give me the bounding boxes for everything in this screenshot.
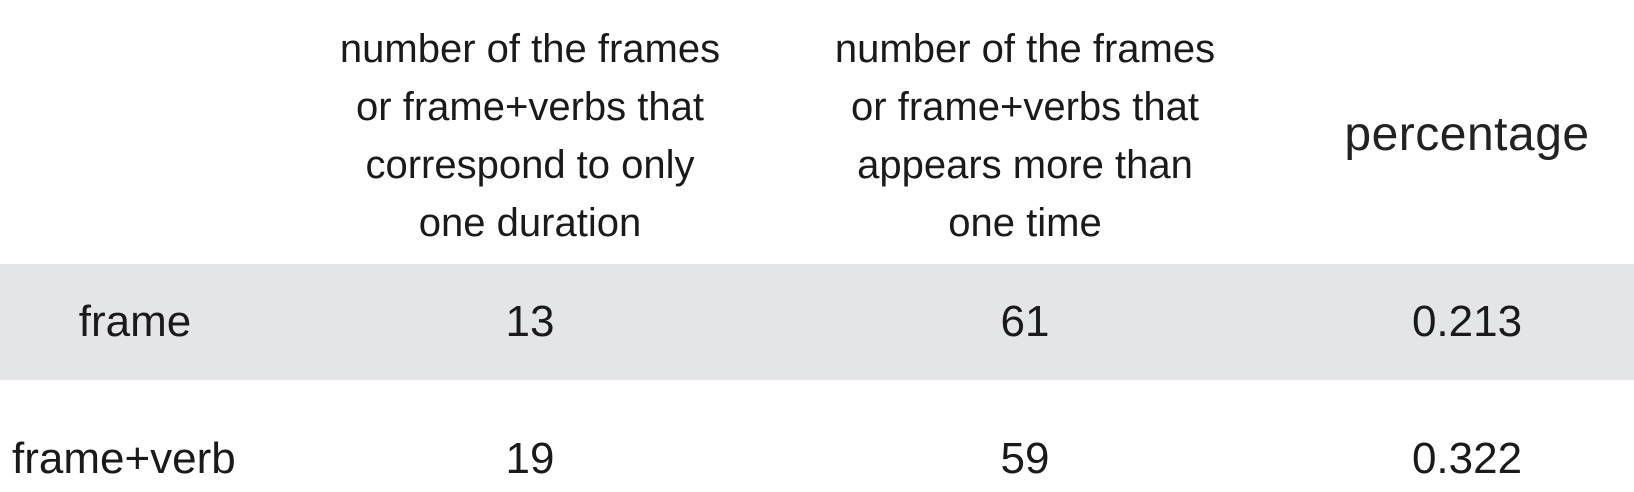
table-row: frame+verb 19 59 0.322 (0, 380, 1634, 492)
table-row: frame 13 61 0.213 (0, 264, 1634, 380)
header-cell-empty (0, 0, 270, 264)
cell-value-percentage: 0.213 (1411, 297, 1523, 346)
cell-value-more-than-once: 61 (1000, 297, 1050, 346)
row-label: frame+verb (12, 434, 236, 483)
header-label-more-than-once: number of the frames or frame+verbs that… (834, 27, 1216, 245)
cell-value-more-than-once: 59 (1000, 434, 1050, 483)
table-cell: 13 (290, 264, 770, 380)
row-label: frame (78, 297, 192, 346)
header-label-percentage: percentage (1344, 107, 1590, 161)
table-cell: 0.322 (1300, 380, 1634, 492)
table-cell: 19 (290, 380, 770, 492)
row-label-cell: frame+verb (0, 380, 270, 492)
table-cell: 0.213 (1300, 264, 1634, 380)
row-label-cell: frame (0, 264, 270, 380)
cell-value-one-duration: 19 (505, 434, 555, 483)
table-cell: 59 (785, 380, 1265, 492)
cell-value-one-duration: 13 (505, 297, 555, 346)
header-label-one-duration: number of the frames or frame+verbs that… (339, 27, 721, 245)
header-cell-percentage: percentage (1300, 0, 1634, 264)
header-cell-more-than-once: number of the frames or frame+verbs that… (785, 0, 1265, 264)
header-cell-one-duration: number of the frames or frame+verbs that… (290, 0, 770, 264)
cell-value-percentage: 0.322 (1411, 434, 1523, 483)
table-header-row: number of the frames or frame+verbs that… (0, 0, 1634, 264)
table-cell: 61 (785, 264, 1265, 380)
